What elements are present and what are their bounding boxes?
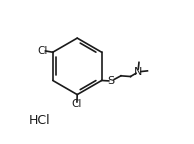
Text: S: S [108,76,115,86]
Text: HCl: HCl [28,113,50,127]
Text: N: N [134,67,142,77]
Text: Cl: Cl [37,46,48,56]
Text: Cl: Cl [71,99,82,109]
